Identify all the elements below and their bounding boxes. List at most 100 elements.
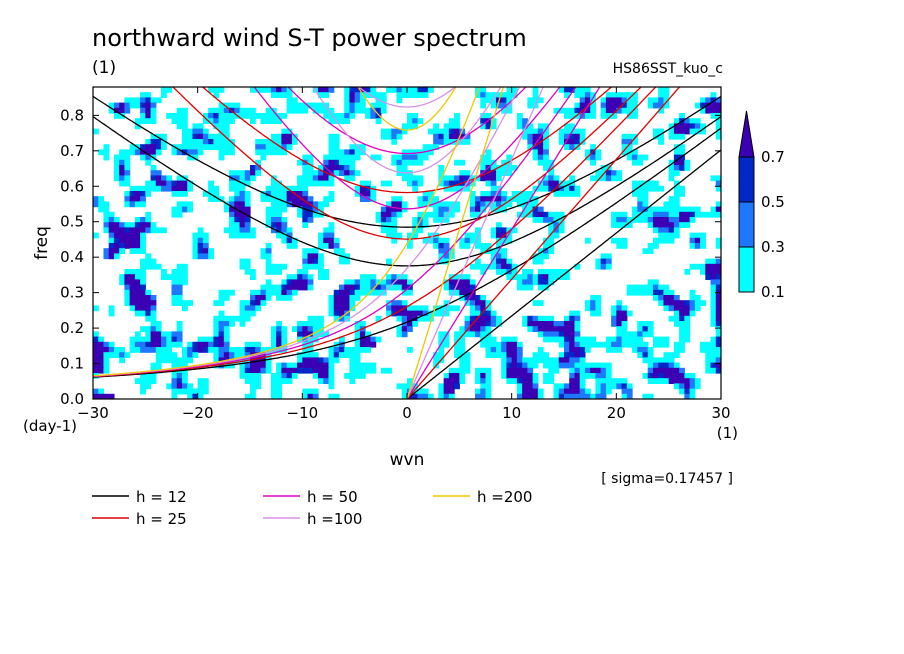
power-cell: [590, 373, 596, 379]
power-cell: [244, 341, 251, 348]
power-cell: [543, 123, 549, 130]
power-cell: [192, 133, 199, 140]
power-cell: [537, 217, 544, 223]
power-cell: [213, 326, 220, 332]
power-cell: [495, 92, 502, 98]
power-cell: [244, 206, 251, 213]
power-cell: [658, 185, 665, 192]
power-cell: [307, 367, 314, 374]
power-cell: [176, 107, 183, 114]
power-cell: [145, 378, 152, 384]
power-cell: [684, 383, 691, 390]
power-cell: [632, 149, 638, 156]
power-cell: [176, 289, 183, 296]
power-cell: [365, 87, 371, 93]
power-cell: [93, 128, 99, 135]
power-cell: [652, 97, 659, 104]
power-cell: [668, 352, 675, 358]
power-cell: [265, 362, 272, 369]
power-cell: [276, 149, 282, 156]
power-cell: [192, 347, 199, 353]
power-cell: [181, 113, 188, 119]
power-cell: [543, 362, 549, 369]
power-cell: [485, 154, 492, 161]
power-cell: [302, 185, 309, 192]
power-cell: [166, 331, 173, 338]
power-cell: [354, 289, 361, 296]
power-cell: [543, 253, 549, 260]
power-cell: [213, 341, 220, 348]
power-cell: [176, 362, 183, 369]
power-cell: [407, 279, 413, 286]
power-cell: [260, 300, 267, 306]
power-cell: [223, 128, 230, 135]
power-cell: [422, 87, 429, 93]
power-cell: [281, 206, 288, 213]
power-cell: [386, 201, 392, 208]
power-cell: [490, 92, 497, 98]
power-cell: [637, 336, 644, 343]
power-cell: [590, 336, 596, 343]
power-cell: [155, 180, 162, 187]
power-cell: [202, 341, 209, 348]
power-cell: [407, 383, 413, 390]
power-cell: [715, 263, 721, 270]
power-cell: [223, 295, 230, 301]
power-cell: [344, 170, 351, 176]
power-cell: [684, 378, 691, 384]
power-cell: [459, 133, 466, 140]
power-cell: [239, 107, 246, 114]
power-cell: [302, 180, 309, 187]
power-cell: [522, 196, 528, 202]
power-cell: [213, 321, 220, 327]
power-cell: [574, 128, 581, 135]
power-cell: [616, 107, 623, 114]
power-cell: [647, 211, 654, 218]
power-cell: [396, 128, 403, 135]
power-cell: [391, 222, 398, 228]
power-cell: [579, 92, 586, 98]
power-cell: [658, 222, 665, 228]
power-cell: [632, 347, 638, 353]
power-cell: [454, 367, 460, 374]
power-cell: [616, 347, 623, 353]
power-cell: [129, 237, 136, 244]
power-cell: [213, 347, 220, 353]
power-cell: [401, 310, 408, 317]
x-axis: −30 −20 −10 0 10 20 30: [77, 87, 731, 422]
power-cell: [223, 336, 230, 343]
power-cell: [239, 196, 246, 202]
power-cell: [176, 211, 183, 218]
power-cell: [276, 341, 282, 348]
power-cell: [647, 289, 654, 296]
power-cell: [208, 341, 214, 348]
power-cell: [553, 222, 560, 228]
power-cell: [532, 128, 539, 135]
power-cell: [459, 175, 466, 182]
power-cell: [480, 191, 487, 197]
power-cell: [663, 97, 670, 104]
power-cell: [244, 196, 251, 202]
power-cell: [621, 102, 628, 109]
power-cell: [380, 227, 387, 234]
power-cell: [145, 180, 152, 187]
power-cell: [501, 263, 508, 270]
power-cell: [637, 180, 644, 187]
power-cell: [715, 367, 721, 374]
power-cell: [464, 362, 471, 369]
power-cell: [715, 107, 721, 114]
power-cell: [234, 170, 241, 176]
power-cell: [124, 279, 131, 286]
power-cell: [490, 321, 497, 327]
power-cell: [302, 248, 309, 254]
power-cell: [427, 128, 434, 135]
power-cell: [527, 191, 534, 197]
power-cell: [459, 159, 466, 166]
power-cell: [108, 243, 115, 249]
power-cell: [689, 211, 696, 218]
power-cell: [208, 196, 214, 202]
power-cell: [632, 102, 638, 109]
power-cell: [475, 326, 481, 332]
power-cell: [595, 310, 602, 317]
power-cell: [202, 144, 209, 150]
